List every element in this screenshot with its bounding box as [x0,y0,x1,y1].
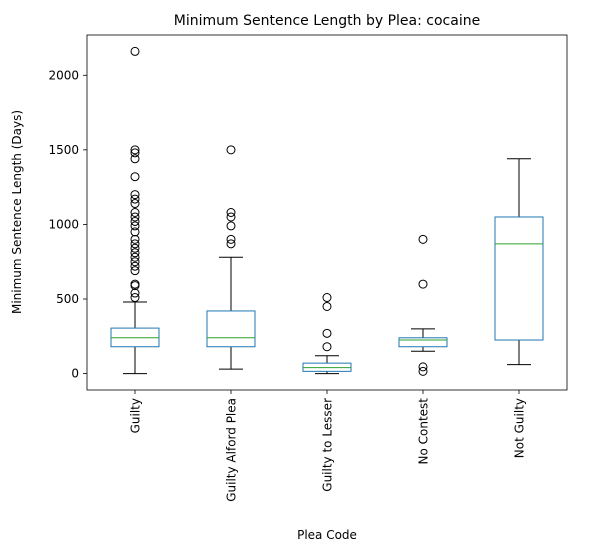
y-tick-label: 500 [56,292,79,306]
y-tick-label: 2000 [48,68,79,82]
outlier-point [226,239,236,249]
outlier-point [322,342,332,352]
outlier-point [130,248,140,258]
y-tick-label: 1500 [48,143,79,157]
outlier-point [130,194,140,204]
outlier-point [130,234,140,244]
chart-title: Minimum Sentence Length by Plea: cocaine [174,13,480,29]
outlier-point [130,266,140,276]
outlier-point [130,190,140,200]
plot-area [110,46,544,376]
x-tick-label: No Contest [417,398,431,465]
outlier-point [130,216,140,226]
x-tick-label: Guilty to Lesser [321,398,335,492]
outlier-point [130,145,140,155]
y-axis-label: Minimum Sentence Length (Days) [10,110,24,314]
outlier-point [226,212,236,222]
x-axis: Guilty Guilty Alford Plea Guilty to Lesser… [129,390,527,502]
outlier-point [226,221,236,231]
outlier-point [130,243,140,253]
outlier-point [130,172,140,182]
x-tick-label: Guilty Alford Plea [225,398,239,502]
outlier-point [226,145,236,155]
outlier-point [130,212,140,222]
outlier-point [130,293,140,303]
outlier-point [130,221,140,231]
outlier-point [130,148,140,158]
outlier-point [418,279,428,289]
outlier-point [130,279,140,289]
outlier-point [130,257,140,267]
outlier-point [130,208,140,217]
outlier-point [418,362,428,372]
outlier-point [130,199,140,209]
outlier-point [130,227,140,237]
y-tick-label: 0 [71,367,79,381]
box [494,216,544,341]
outlier-point [130,261,140,271]
box [206,310,256,348]
outlier-point [418,234,428,244]
x-tick-label: Guilty [129,398,143,433]
outlier-point [130,154,140,164]
box [398,337,448,348]
outlier-point [130,252,140,262]
outlier-point [226,234,236,244]
x-axis-label: Plea Code [297,528,357,542]
y-tick-label: 1000 [48,217,79,231]
outlier-point [130,46,140,56]
outlier-point [226,208,236,217]
outlier-point [322,301,332,311]
outlier-point [130,239,140,249]
outlier-point [418,366,428,376]
y-axis: 0 500 1000 1500 2000 [48,68,87,381]
outlier-point [322,293,332,303]
x-tick-label: Not Guilty [513,398,527,458]
outlier-point [322,328,332,338]
outlier-point [130,288,140,298]
